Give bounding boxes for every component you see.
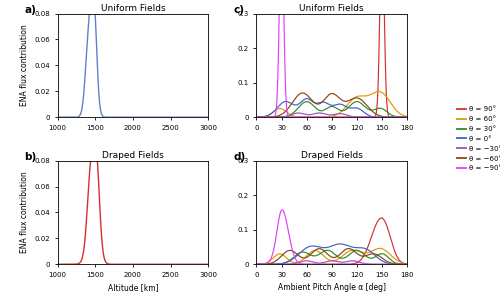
Y-axis label: ENA flux contribution: ENA flux contribution [20,172,28,253]
Text: d): d) [234,153,246,162]
Title: Draped Fields: Draped Fields [301,151,362,160]
X-axis label: Ambient Pitch Angle α [deg]: Ambient Pitch Angle α [deg] [278,284,386,292]
Title: Draped Fields: Draped Fields [102,151,164,160]
Title: Uniform Fields: Uniform Fields [300,4,364,13]
Text: c): c) [234,5,245,15]
Text: a): a) [24,5,36,15]
Legend: θ = 90°, θ = 60°, θ = 30°, θ = 0°, θ = −30°, θ = −60°, θ = −90°: θ = 90°, θ = 60°, θ = 30°, θ = 0°, θ = −… [456,107,500,171]
Title: Uniform Fields: Uniform Fields [100,4,165,13]
Text: b): b) [24,153,36,162]
X-axis label: Altitude [km]: Altitude [km] [108,284,158,292]
Y-axis label: ENA flux contribution: ENA flux contribution [20,24,28,106]
